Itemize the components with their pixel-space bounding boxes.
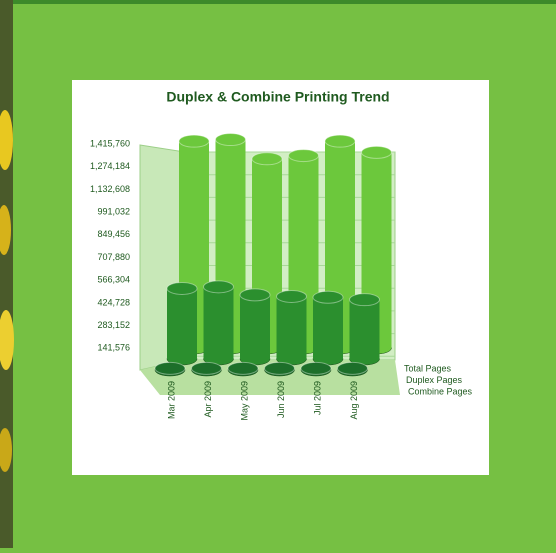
cylinder <box>154 361 186 377</box>
leaf <box>0 110 13 170</box>
leaf <box>0 428 12 472</box>
cylinder-body <box>276 296 307 359</box>
cylinder-top <box>264 361 295 375</box>
cylinder-top <box>178 134 210 148</box>
cylinder-body <box>167 288 197 359</box>
cylinder <box>264 361 295 377</box>
y-tick-label: 141,576 <box>97 343 130 353</box>
cylinder-top <box>276 289 307 303</box>
cylinder-top <box>288 149 319 163</box>
cylinder <box>203 280 234 366</box>
cylinder-top <box>227 361 259 375</box>
cylinder-top <box>312 290 344 304</box>
x-tick-label: Apr 2009 <box>203 381 213 418</box>
x-tick-label: Jul 2009 <box>312 381 322 415</box>
x-tick-label: Aug 2009 <box>349 381 359 420</box>
chart-title: Duplex & Combine Printing Trend <box>166 89 389 105</box>
leaf <box>0 310 14 370</box>
y-tick-label: 1,132,608 <box>90 184 130 194</box>
cylinder-top <box>191 361 222 375</box>
y-tick-label: 1,415,760 <box>90 138 130 148</box>
top-strip <box>0 0 556 4</box>
cylinder-top <box>361 145 392 159</box>
cylinder-top <box>215 133 246 147</box>
cylinder-top <box>349 293 380 307</box>
cylinder <box>300 361 332 377</box>
cylinder-body <box>203 286 234 359</box>
cylinder-top <box>300 361 332 375</box>
cylinder-top <box>203 280 234 294</box>
cylinder-body <box>240 294 270 359</box>
y-tick-label: 991,032 <box>97 206 130 216</box>
cylinder <box>337 361 368 377</box>
cylinder-top <box>239 288 271 302</box>
cylinder-top <box>166 281 198 295</box>
cylinder-top <box>154 361 186 375</box>
y-tick-label: 707,880 <box>97 252 130 262</box>
y-tick-label: 283,152 <box>97 320 130 330</box>
cylinder <box>166 281 198 366</box>
leaf-photo <box>0 0 14 548</box>
legend-label: Duplex Pages <box>406 375 463 385</box>
cylinder <box>276 289 307 366</box>
leaf <box>0 205 11 255</box>
cylinder-top <box>324 134 356 148</box>
cylinder <box>191 361 222 377</box>
y-tick-label: 424,728 <box>97 297 130 307</box>
cylinder-body <box>349 299 380 359</box>
plot: 141,576 283,152 424,728 566,304 707,880 849,4… <box>90 133 473 421</box>
x-tick-label: May 2009 <box>239 381 249 421</box>
x-tick-label: Jun 2009 <box>276 381 286 418</box>
y-tick-label: 849,456 <box>97 229 130 239</box>
legend-label: Combine Pages <box>408 386 473 396</box>
cylinder <box>239 288 271 366</box>
cylinder <box>227 361 259 377</box>
cylinder <box>349 293 380 366</box>
x-tick-label: Mar 2009 <box>166 381 176 419</box>
cylinder-body <box>313 297 343 359</box>
cylinder-top <box>337 361 368 375</box>
cylinder <box>312 290 344 366</box>
legend-label: Total Pages <box>404 363 452 373</box>
y-tick-label: 566,304 <box>97 275 130 285</box>
y-tick-label: 1,274,184 <box>90 161 130 171</box>
cylinder-top <box>251 152 283 166</box>
